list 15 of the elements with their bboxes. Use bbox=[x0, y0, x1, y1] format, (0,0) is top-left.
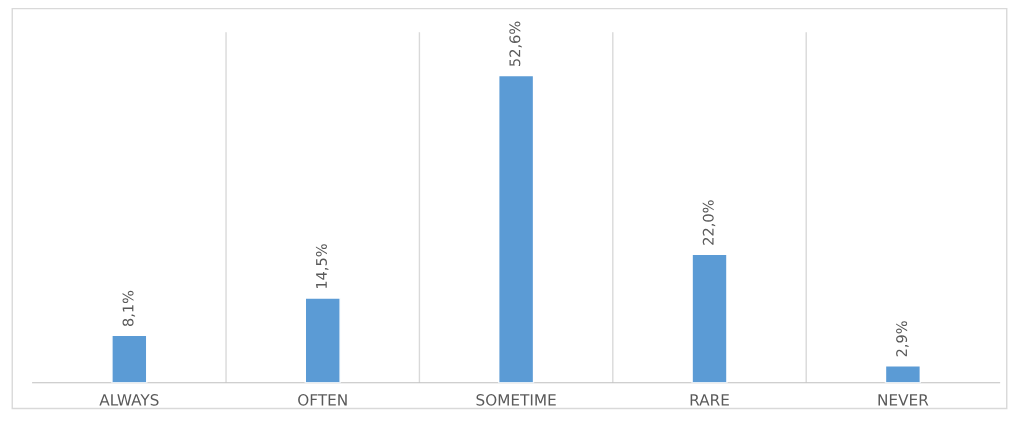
x-tick-label: SOMETIME bbox=[476, 394, 556, 406]
x-tick-label: NEVER bbox=[878, 394, 929, 406]
data-label: 52,6% bbox=[509, 21, 522, 67]
data-label: 22,0% bbox=[702, 200, 716, 245]
x-tick-label: OFTEN bbox=[298, 394, 347, 406]
x-tick-label: ALWAYS bbox=[99, 394, 159, 406]
bar bbox=[304, 297, 341, 383]
bar bbox=[498, 74, 535, 383]
bar bbox=[691, 253, 728, 383]
bar bbox=[111, 334, 148, 383]
data-label: 2,9% bbox=[896, 321, 909, 357]
data-label: 8,1% bbox=[122, 290, 136, 327]
bar bbox=[884, 365, 922, 383]
data-label: 14,5% bbox=[315, 244, 329, 289]
x-tick-label: RARE bbox=[690, 394, 729, 406]
